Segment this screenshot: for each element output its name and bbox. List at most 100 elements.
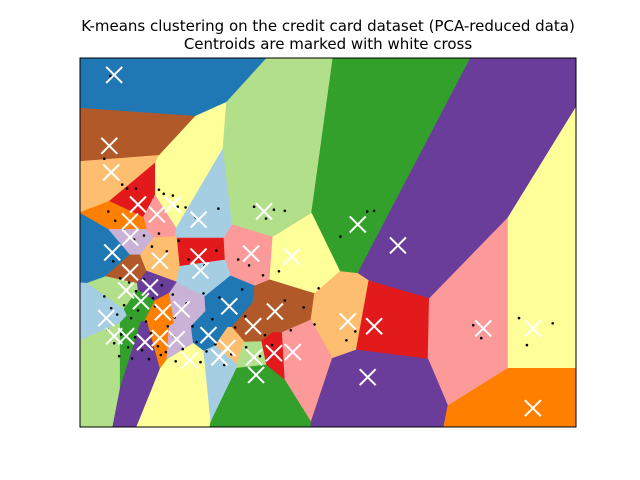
data-point: [345, 339, 348, 342]
centroid-cross: [148, 205, 166, 224]
centroid-cross: [265, 344, 283, 362]
centroid-cross: [244, 317, 262, 335]
data-point: [517, 316, 521, 320]
data-point: [365, 210, 369, 213]
data-point: [113, 219, 117, 222]
centroid-markers: [97, 66, 542, 417]
centroid-cross: [365, 317, 383, 335]
data-point: [160, 284, 164, 287]
centroid-cross: [220, 297, 239, 316]
data-point: [223, 363, 226, 367]
data-point: [109, 306, 113, 310]
centroid-cross: [242, 244, 260, 263]
data-point: [339, 235, 342, 238]
data-point: [134, 289, 138, 293]
centroid-cross: [103, 243, 121, 262]
centroid-cross: [189, 210, 208, 229]
data-point: [195, 340, 198, 344]
centroid-cross: [172, 300, 191, 318]
data-point: [117, 354, 121, 358]
centroid-cross: [180, 351, 199, 369]
centroid-cross: [210, 348, 229, 366]
data-point: [177, 239, 180, 242]
data-point: [109, 74, 112, 78]
data-point: [354, 330, 357, 333]
centroid-cross: [284, 343, 302, 361]
data-point: [472, 323, 475, 327]
centroid-cross: [164, 195, 182, 214]
centroid-cross: [245, 348, 263, 366]
data-point: [120, 183, 124, 186]
data-point: [151, 296, 155, 300]
data-point: [236, 258, 240, 261]
voronoi-regions: [80, 58, 576, 427]
data-point: [240, 288, 244, 291]
data-point: [480, 336, 483, 340]
data-point: [164, 350, 168, 354]
data-point: [157, 188, 161, 191]
data-point: [134, 187, 138, 190]
data-point: [140, 348, 144, 352]
centroid-cross: [117, 327, 135, 345]
data-point: [233, 326, 237, 329]
data-point: [247, 264, 251, 267]
data-point: [261, 274, 265, 277]
cluster-region: [209, 364, 312, 427]
data-point: [252, 205, 256, 208]
data-point: [264, 217, 268, 220]
centroid-cross: [474, 319, 492, 338]
centroid-cross: [121, 228, 139, 247]
data-point: [122, 303, 126, 307]
data-point: [171, 293, 175, 296]
chart-title: K-means clustering on the credit card da…: [81, 17, 575, 35]
data-point: [103, 295, 106, 298]
centroid-cross: [199, 326, 218, 344]
data-point: [171, 194, 175, 197]
data-point: [136, 309, 140, 312]
data-point: [317, 287, 320, 290]
data-point: [551, 322, 554, 325]
data-point: [147, 357, 151, 361]
centroid-cross: [121, 263, 139, 282]
data-point: [372, 209, 376, 213]
data-point: [174, 360, 177, 363]
data-point: [127, 281, 131, 284]
centroid-cross: [358, 368, 377, 386]
centroid-cross: [339, 312, 357, 331]
centroid-cross: [266, 302, 284, 321]
centroid-cross: [141, 278, 159, 297]
centroid-cross: [154, 303, 172, 321]
data-point: [258, 354, 262, 358]
data-point: [289, 329, 293, 332]
data-point: [149, 332, 153, 335]
data-point: [111, 260, 115, 263]
data-point: [126, 346, 130, 349]
data-point: [205, 350, 208, 353]
centroid-cross: [102, 163, 120, 182]
centroid-cross: [136, 333, 154, 351]
centroid-cross: [349, 215, 367, 234]
data-point: [176, 205, 179, 208]
cluster-region: [443, 367, 576, 427]
data-point: [156, 344, 160, 348]
cluster-region: [80, 322, 121, 427]
centroid-cross: [283, 247, 301, 266]
data-point: [112, 341, 116, 345]
data-point: [119, 333, 123, 336]
data-point: [211, 318, 214, 321]
centroid-cross: [97, 309, 115, 327]
centroid-cross: [389, 236, 407, 255]
data-point: [302, 306, 306, 309]
data-point: [283, 299, 287, 302]
centroid-cross: [247, 366, 265, 384]
data-point: [103, 157, 106, 160]
data-point: [150, 245, 154, 248]
data-point: [217, 207, 220, 210]
centroid-cross: [151, 251, 169, 270]
chart-subtitle: Centroids are marked with white cross: [184, 35, 473, 53]
data-point: [263, 333, 267, 337]
centroid-cross: [129, 195, 147, 214]
data-point: [125, 187, 129, 190]
data-point: [129, 316, 133, 320]
